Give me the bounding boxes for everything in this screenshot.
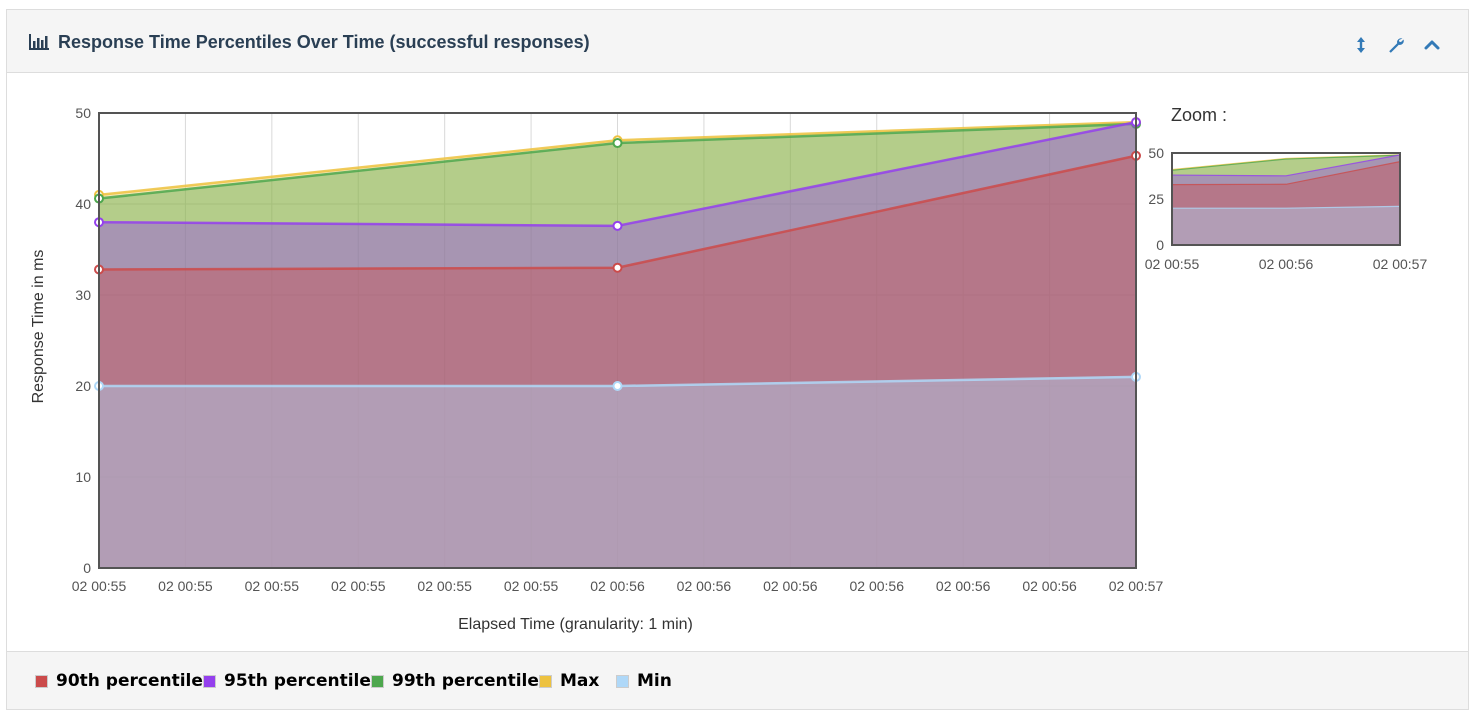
x-tick-label: 02 00:56 [763,578,818,594]
zoom-series-area-0 [1172,154,1400,245]
zoom-x-tick-label: 02 00:56 [1259,256,1314,272]
x-tick-label: 02 00:55 [72,578,127,594]
x-tick-label: 02 00:56 [590,578,645,594]
legend-swatch [616,674,629,688]
y-tick-label: 10 [75,469,91,485]
x-tick-label: 02 00:56 [850,578,905,594]
x-tick-label: 02 00:57 [1109,578,1164,594]
legend-label: Min [637,671,672,691]
zoom-x-tick-label: 02 00:57 [1373,256,1428,272]
legend-item[interactable]: Min [616,671,672,691]
x-tick-label: 02 00:55 [504,578,559,594]
legend-label: 95th percentile [224,671,371,691]
data-point [612,220,623,231]
main-chart[interactable]: 0 10 20 30 40 50 02 00:55 02 00:55 02 00:55 02 00… [7,73,1467,653]
y-tick-label: 0 [83,560,91,576]
legend: 90th percentile 95th percentile 99th perce… [7,651,1468,709]
legend-label: 90th percentile [56,671,203,691]
bar-chart-icon [29,34,49,50]
series-area-3 [99,155,1136,568]
zoom-border [1171,152,1401,246]
data-point [612,262,623,273]
page-title: Response Time Percentiles Over Time (suc… [58,32,590,52]
legend-item[interactable]: Max [539,671,600,691]
legend-swatch [203,674,216,688]
y-tick-label: 40 [75,196,91,212]
zoom-y-tick-label: 25 [1148,191,1164,207]
zoom-background [1172,153,1400,245]
plot-border [98,112,1137,569]
x-axis-label: Elapsed Time (granularity: 1 min) [458,616,693,633]
legend-swatch [371,674,384,688]
zoom-y-tick-label: 0 [1156,237,1164,253]
y-axis-label: Response Time in ms [30,250,47,404]
x-tick-label: 02 00:56 [936,578,991,594]
legend-item[interactable]: 95th percentile [203,671,371,691]
chevron-up-icon[interactable] [1423,36,1441,54]
x-tick-label: 02 00:55 [417,578,472,594]
series-area-4 [99,376,1136,568]
zoom-series-area-4 [1172,206,1400,245]
y-tick-label: 30 [75,287,91,303]
series-area-0 [99,122,1136,568]
wrench-icon[interactable] [1387,36,1405,54]
zoom-series-area-1 [1172,155,1400,245]
data-point [612,138,623,149]
y-tick-label: 50 [75,105,91,121]
legend-label: Max [560,671,600,691]
y-tick-label: 20 [75,378,91,394]
legend-label: 99th percentile [392,671,539,691]
series-area-1 [99,123,1136,569]
zoom-x-tick-label: 02 00:55 [1145,256,1200,272]
zoom-series-line-3 [1171,161,1401,186]
legend-item[interactable]: 90th percentile [35,671,203,691]
legend-item[interactable]: 99th percentile [371,671,539,691]
zoom-label: Zoom : [1171,105,1227,125]
legend-swatch [35,674,48,688]
x-tick-label: 02 00:55 [331,578,386,594]
panel-heading: Response Time Percentiles Over Time (suc… [7,10,1468,73]
zoom-y-tick-label: 50 [1148,145,1164,161]
chart-panel: Response Time Percentiles Over Time (suc… [6,9,1469,710]
zoom-series-line-2 [1171,154,1401,177]
zoom-series-area-2 [1172,154,1400,245]
data-point [612,381,623,391]
resize-vertical-icon[interactable] [1352,36,1370,54]
x-tick-label: 02 00:55 [245,578,300,594]
x-tick-label: 02 00:55 [158,578,213,594]
x-tick-label: 02 00:56 [677,578,732,594]
x-tick-label: 02 00:56 [1022,578,1077,594]
series-area-2 [99,122,1136,568]
zoom-series-line-4 [1172,205,1401,209]
zoom-series-area-3 [1172,161,1400,245]
zoom-series-line-1 [1171,154,1401,171]
legend-swatch [539,674,552,688]
